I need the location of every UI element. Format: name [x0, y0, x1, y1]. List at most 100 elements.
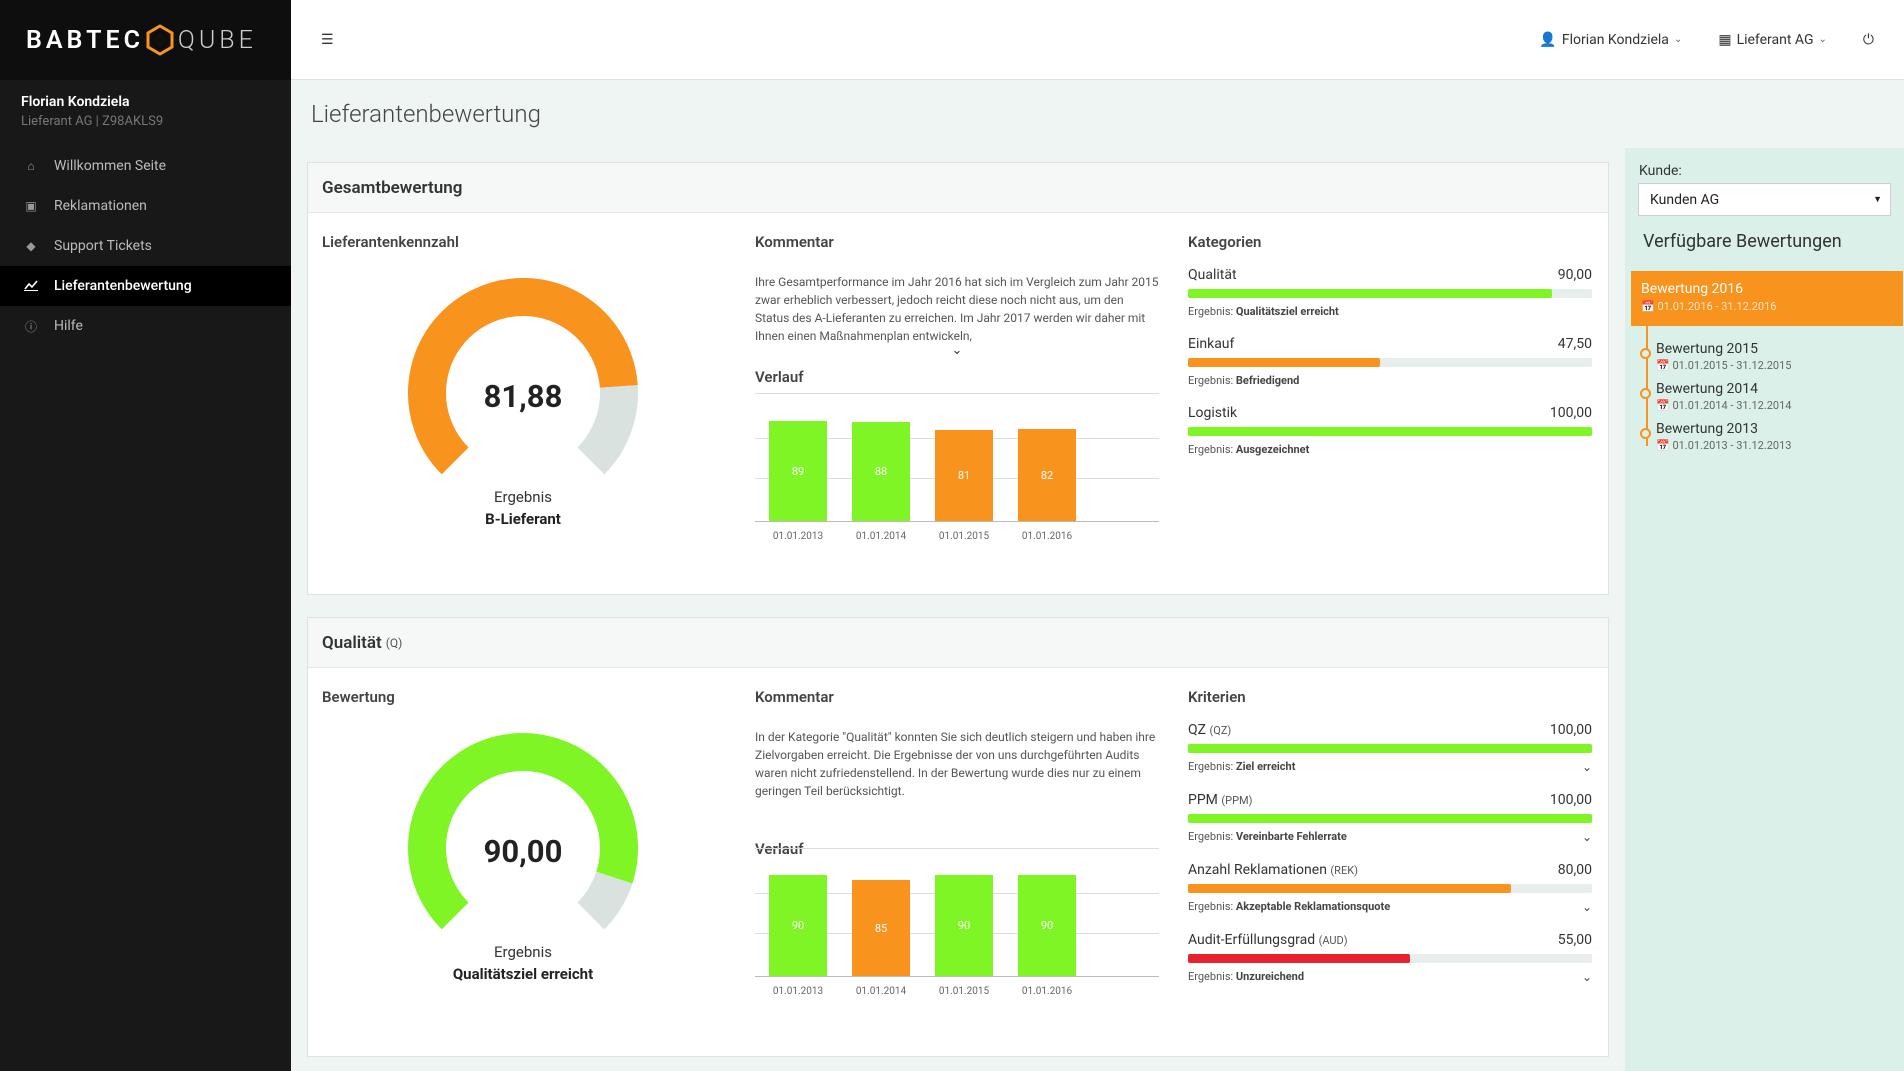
- timeline-dot: [1640, 428, 1651, 439]
- category-value: 80,00: [1557, 862, 1592, 878]
- bewertung-range: 📅 01.01.2015 - 31.12.2015: [1656, 359, 1792, 372]
- gauge-value: 90,00: [483, 833, 563, 870]
- kommentar-text: In der Kategorie "Qualität" konnten Sie …: [755, 730, 1156, 798]
- x-tick-label: 01.01.2015: [938, 531, 990, 542]
- category-row: PPM (PPM) 100,00 Ergebnis: Vereinbarte F…: [1188, 792, 1592, 844]
- category-progress-track: [1188, 289, 1592, 298]
- bewertung-title: Bewertung 2014: [1656, 381, 1759, 397]
- bewertung-item[interactable]: Bewertung 2015 📅 01.01.2015 - 31.12.2015: [1656, 341, 1791, 372]
- building-icon: ▦: [1718, 31, 1732, 48]
- category-result-text: Ergebnis: Ziel erreicht: [1188, 760, 1296, 773]
- sidebar-item-label: Support Tickets: [54, 238, 152, 254]
- qualitaet-panel: Qualität (Q) Bewertung 90,00 Ergebnis Qu…: [307, 617, 1609, 1057]
- category-progress-fill: [1188, 358, 1380, 367]
- topbar-right: 👤 Florian Kondziela ⌄ ▦ Lieferant AG ⌄ ⏻: [1539, 32, 1874, 48]
- category-row: Qualität 90,00 Ergebnis: Qualitätsziel e…: [1188, 267, 1592, 318]
- kommentar-title: Kommentar: [755, 233, 834, 251]
- kunde-label: Kunde:: [1639, 163, 1682, 179]
- gauge-rest-arc: [576, 385, 638, 475]
- cubes-icon: ▣: [25, 199, 37, 213]
- power-off-button[interactable]: ⏻: [1863, 32, 1874, 48]
- chevron-down-icon[interactable]: ⌄: [1581, 830, 1592, 844]
- bar: 88: [852, 422, 910, 521]
- bewertung-range: 📅 01.01.2014 - 31.12.2014: [1656, 399, 1792, 412]
- power-icon: ⏻: [1862, 31, 1874, 48]
- bewertung-item[interactable]: Bewertung 2013 📅 01.01.2013 - 31.12.2013: [1656, 421, 1791, 452]
- bewertung-range: 📅 01.01.2013 - 31.12.2013: [1656, 439, 1792, 452]
- sidebar: BABTEC QUBE Florian Kondziela Lieferant …: [0, 0, 291, 1071]
- chevron-down-icon[interactable]: ⌄: [1581, 900, 1592, 914]
- kategorien-title: Kategorien: [1188, 233, 1262, 251]
- category-result: Ergebnis: Unzureichend ⌄: [1188, 970, 1592, 984]
- app-logo[interactable]: BABTEC QUBE: [0, 0, 291, 80]
- company-menu-button[interactable]: ▦ Lieferant AG ⌄: [1718, 32, 1827, 48]
- info-icon: ⓘ: [24, 319, 37, 334]
- verlauf-title: Verlauf: [755, 368, 804, 386]
- kommentar-title: Kommentar: [755, 688, 834, 706]
- chevron-down-icon[interactable]: ⌄: [1581, 970, 1592, 984]
- category-row: Einkauf 47,50 Ergebnis: Befriedigend: [1188, 336, 1592, 387]
- category-progress-fill: [1188, 884, 1512, 893]
- gauge-fill-arc: [408, 733, 638, 930]
- kommentar-text: Ihre Gesamtperformance im Jahr 2016 hat …: [755, 275, 1159, 343]
- user-menu-button[interactable]: 👤 Florian Kondziela ⌄: [1539, 32, 1682, 48]
- category-row: QZ (QZ) 100,00 Ergebnis: Ziel erreicht ⌄: [1188, 722, 1592, 774]
- category-abbr: (QZ): [1209, 724, 1232, 737]
- expand-comment-icon[interactable]: ⌄: [951, 343, 963, 358]
- category-head: Einkauf 47,50: [1188, 336, 1592, 352]
- category-result: Ergebnis: Ziel erreicht ⌄: [1188, 760, 1592, 774]
- x-tick-label: 01.01.2014: [855, 986, 907, 997]
- category-result: Ergebnis: Akzeptable Reklamationsquote ⌄: [1188, 900, 1592, 914]
- x-tick-label: 01.01.2014: [855, 531, 907, 542]
- verfuegbare-bewertungen-title: Verfügbare Bewertungen: [1643, 231, 1842, 252]
- user-icon: 👤: [1539, 31, 1557, 48]
- category-value: 47,50: [1557, 336, 1592, 352]
- gesamt-gauge: 81,88 Ergebnis B-Lieferant: [403, 278, 643, 528]
- chevron-down-icon: ⌄: [1673, 34, 1683, 45]
- category-result-text: Ergebnis: Befriedigend: [1188, 374, 1300, 387]
- bewertung-title: Bewertung 2015: [1656, 341, 1759, 357]
- right-pane: Kunde: Kunden AG ▼ Verfügbare Bewertunge…: [1625, 148, 1904, 1071]
- chevron-down-icon[interactable]: ⌄: [1581, 760, 1592, 774]
- panel-title-abbr: (Q): [385, 635, 403, 650]
- gauge-label: Ergebnis: [494, 488, 552, 506]
- category-row: Logistik 100,00 Ergebnis: Ausgezeichnet: [1188, 405, 1592, 456]
- kommentar-col: Kommentar In der Kategorie "Qualität" ko…: [755, 688, 1159, 1028]
- sidebar-item-willkommen[interactable]: ⌂ Willkommen Seite: [0, 146, 291, 186]
- sidebar-item-lieferantenbewertung[interactable]: Lieferantenbewertung: [0, 266, 291, 306]
- bar: 82: [1018, 429, 1076, 521]
- sidebar-user-name: Florian Kondziela: [21, 94, 130, 110]
- baseline: [755, 521, 1159, 522]
- category-abbr: (AUD): [1318, 934, 1348, 947]
- caret-down-icon: ▼: [1873, 195, 1882, 205]
- category-result-text: Ergebnis: Qualitätsziel erreicht: [1188, 305, 1339, 318]
- category-result: Ergebnis: Befriedigend: [1188, 374, 1592, 387]
- sidebar-item-reklamationen[interactable]: ▣ Reklamationen: [0, 186, 291, 226]
- category-head: Anzahl Reklamationen (REK) 80,00: [1188, 862, 1592, 878]
- bewertung-title: Bewertung 2016: [1641, 281, 1744, 297]
- page-title: Lieferantenbewertung: [311, 100, 541, 128]
- bewertung-title: Bewertung 2013: [1656, 421, 1759, 437]
- gauge-result: Qualitätsziel erreicht: [452, 965, 594, 983]
- category-progress-track: [1188, 358, 1592, 367]
- baseline: [755, 976, 1159, 977]
- panel-title: Gesamtbewertung: [308, 163, 1608, 213]
- category-progress-fill: [1188, 814, 1592, 823]
- category-name: Audit-Erfüllungsgrad (AUD): [1188, 932, 1348, 948]
- bewertung-item[interactable]: Bewertung 2014 📅 01.01.2014 - 31.12.2014: [1656, 381, 1791, 412]
- kunde-select[interactable]: Kunden AG ▼: [1638, 183, 1891, 216]
- company-menu-label: Lieferant AG: [1736, 31, 1814, 48]
- timeline-dot: [1640, 388, 1651, 399]
- sidebar-item-support-tickets[interactable]: ◆ Support Tickets: [0, 226, 291, 266]
- verlauf-title: Verlauf: [755, 840, 804, 858]
- x-tick-label: 01.01.2013: [772, 986, 824, 997]
- category-progress-track: [1188, 814, 1592, 823]
- menu-toggle-icon[interactable]: ☰: [321, 31, 334, 48]
- bar: 89: [769, 421, 827, 521]
- sidebar-item-hilfe[interactable]: ⓘ Hilfe: [0, 306, 291, 346]
- bewertung-item-active[interactable]: Bewertung 2016 📅 01.01.2016 - 31.12.2016: [1631, 271, 1903, 326]
- sidebar-item-label: Lieferantenbewertung: [54, 278, 192, 294]
- ticket-icon: ◆: [26, 239, 36, 253]
- logo-left: BABTEC: [26, 25, 144, 55]
- user-menu-label: Florian Kondziela: [1561, 31, 1669, 48]
